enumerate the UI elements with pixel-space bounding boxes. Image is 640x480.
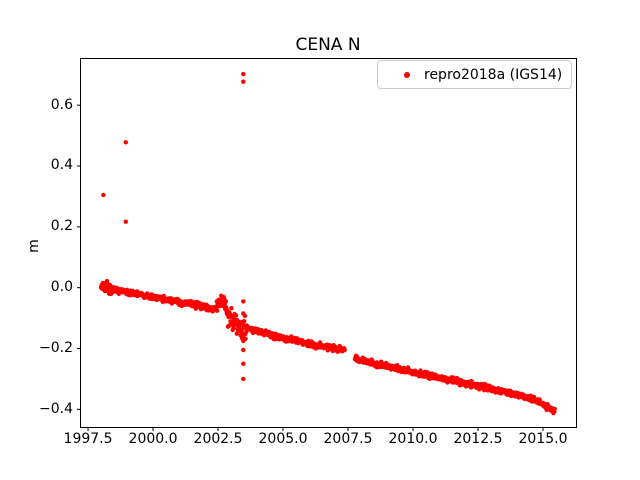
data-point xyxy=(342,347,347,353)
data-point xyxy=(231,325,236,331)
x-tick-label: 2015.0 xyxy=(518,431,568,447)
data-point xyxy=(123,140,128,145)
x-tick-label: 2002.5 xyxy=(193,431,243,447)
data-point xyxy=(233,313,239,318)
data-point xyxy=(229,306,234,311)
x-tick-label: 2005.0 xyxy=(258,431,308,447)
data-point xyxy=(241,311,246,316)
data-point xyxy=(241,299,246,304)
data-point xyxy=(244,329,249,334)
legend: repro2018a (IGS14) xyxy=(377,60,572,89)
y-tick-label: 0.0 xyxy=(50,279,73,296)
data-point xyxy=(223,299,228,304)
y-tick-label: 0.2 xyxy=(50,218,73,235)
y-tick-label: 0.4 xyxy=(50,157,73,174)
data-point xyxy=(241,79,246,84)
data-point xyxy=(241,361,246,366)
data-point xyxy=(552,406,557,412)
data-point xyxy=(241,376,246,382)
chart-title: CENA N xyxy=(295,35,361,55)
y-tick-label: 0.6 xyxy=(50,96,73,113)
data-point xyxy=(214,308,220,313)
axes-frame xyxy=(80,58,577,428)
data-point xyxy=(101,192,106,198)
x-tick-label: 2010.0 xyxy=(388,431,438,447)
data-point xyxy=(123,219,128,224)
x-tick-label: 2007.5 xyxy=(323,431,373,447)
scatter-series xyxy=(98,71,557,416)
y-tick-label: −0.2 xyxy=(39,340,73,356)
x-tick-label: 1997.5 xyxy=(63,431,113,447)
data-point xyxy=(241,71,246,77)
tick-marks xyxy=(77,104,544,431)
legend-series-label: repro2018a (IGS14) xyxy=(424,66,563,83)
data-point xyxy=(234,331,239,336)
y-axis-label: m xyxy=(26,239,42,253)
x-tick-label: 2000.0 xyxy=(128,431,178,447)
data-point xyxy=(104,278,110,284)
y-tick-label: −0.4 xyxy=(39,400,73,417)
legend-dot-icon xyxy=(404,71,410,78)
data-point xyxy=(242,319,247,324)
x-tick-label: 2012.5 xyxy=(453,431,503,447)
data-point xyxy=(241,347,246,353)
data-point xyxy=(241,338,246,344)
